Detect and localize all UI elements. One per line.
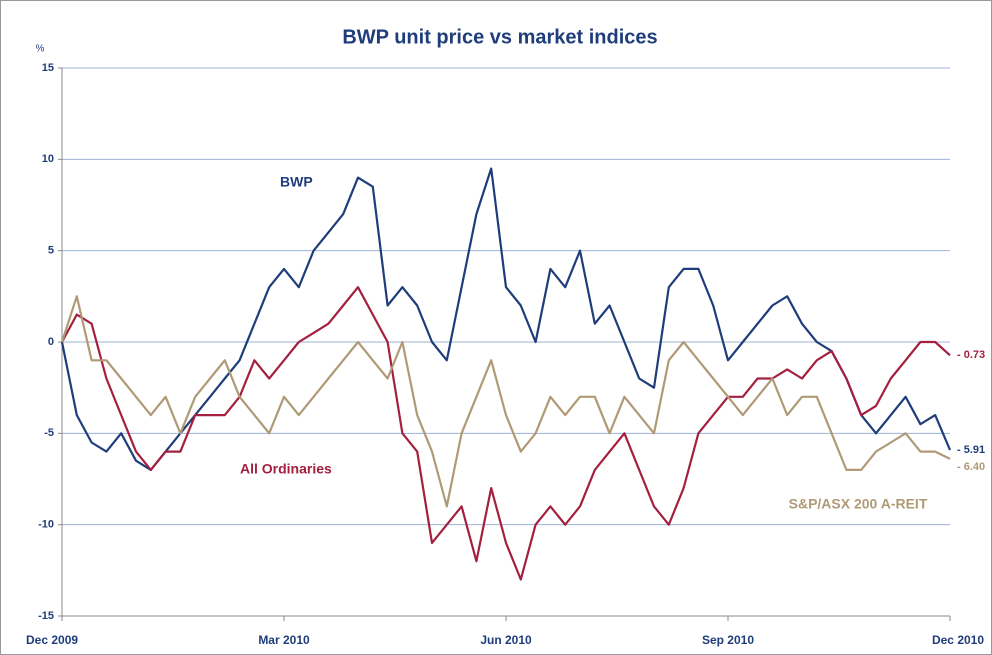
value-label: - 6.40	[957, 461, 985, 473]
value-label: - 5.91	[957, 444, 985, 456]
series-line	[60, 167, 952, 471]
series-label: S&P/ASX 200 A-REIT	[789, 496, 928, 512]
series-label: All Ordinaries	[240, 461, 332, 477]
x-tick-label: Jun 2010	[480, 633, 532, 647]
y-tick-label: 15	[42, 62, 54, 74]
x-tick-label: Dec 2009	[26, 633, 78, 647]
y-tick-label: 10	[42, 153, 54, 165]
y-axis-label: %	[36, 44, 45, 55]
x-tick-label: Sep 2010	[702, 633, 754, 647]
y-tick-label: 5	[48, 245, 54, 257]
x-tick-label: Dec 2010	[932, 633, 984, 647]
y-tick-label: 0	[48, 336, 54, 348]
y-tick-label: -5	[44, 427, 54, 439]
y-tick-label: -10	[38, 519, 54, 531]
series-label: BWP	[280, 174, 313, 190]
chart-title: BWP unit price vs market indices	[342, 26, 657, 48]
x-tick-label: Mar 2010	[258, 633, 310, 647]
series-line	[60, 295, 951, 508]
value-label: - 0.73	[957, 349, 985, 361]
series-line	[61, 286, 951, 581]
y-tick-label: -15	[38, 610, 54, 622]
